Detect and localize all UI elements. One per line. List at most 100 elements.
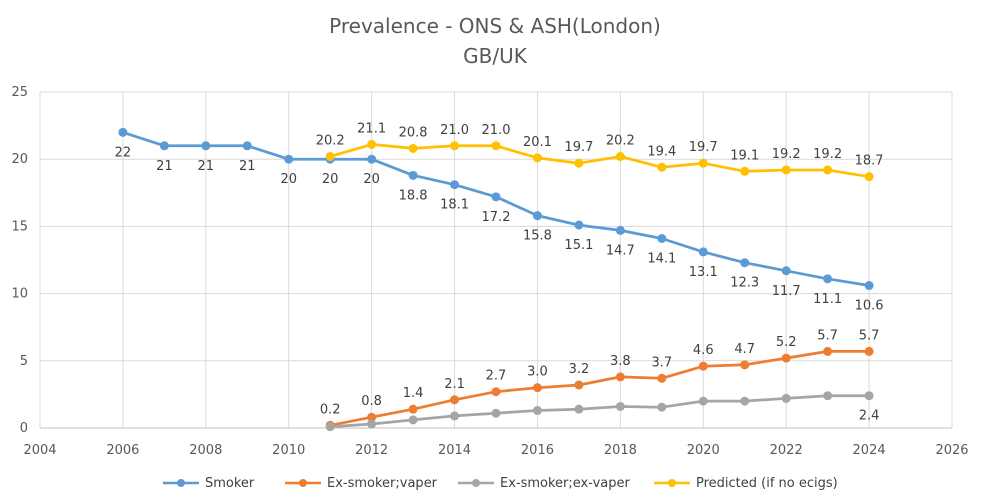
data-label-ex-smoker-vaper: 3.7 [651,355,672,370]
data-label-ex-smoker-vaper: 3.2 [569,362,590,377]
data-point-ex-smoker-vaper [657,373,667,383]
data-point-ex-smoker-vaper [740,360,750,370]
legend-marker-ex-smoker-ex-vaper [458,479,494,487]
data-label-predicted-if-no-ecigs: 19.2 [813,147,842,162]
data-point-smoker [284,154,294,164]
data-point-predicted-if-no-ecigs [450,141,460,151]
x-tick-label: 2004 [23,443,56,458]
data-point-ex-smoker-vaper [367,412,377,422]
chart-title: Prevalence - ONS & ASH(London) [329,14,661,38]
data-point-predicted-if-no-ecigs [657,162,667,172]
x-tick-label: 2006 [106,443,139,458]
axes: 0 5 10 15 20 25 2004 2006 2008 2010 2012 2014 2016 20… [11,85,968,458]
gridlines [40,91,953,428]
legend-label-smoker: Smoker [205,475,255,491]
data-label-smoker: 13.1 [689,265,718,280]
legend-item-predicted: Predicted (if no ecigs) [654,473,838,493]
chart-subtitle: GB/UK [463,44,527,68]
x-tick-label: 2026 [935,443,968,458]
data-point-predicted-if-no-ecigs [367,139,377,149]
data-point-smoker [242,141,252,151]
data-label-predicted-if-no-ecigs: 19.1 [730,148,759,163]
data-point-predicted-if-no-ecigs [408,143,418,153]
data-label-smoker: 21 [239,159,256,174]
data-point-ex-smoker-ex-vaper [367,419,377,429]
data-point-ex-smoker-ex-vaper [823,391,833,401]
legend-item-ex-smoker-ex-vaper: Ex-smoker;ex-vaper [458,473,630,493]
y-tick-label: 0 [20,421,28,436]
data-point-ex-smoker-vaper [532,383,542,393]
data-label-smoker: 14.7 [606,243,635,258]
data-label-smoker: 12.3 [730,276,759,291]
data-label-predicted-if-no-ecigs: 19.7 [689,140,718,155]
data-point-predicted-if-no-ecigs [532,153,542,163]
data-label-smoker: 21 [156,159,173,174]
legend-label-ex-smoker-ex-vaper: Ex-smoker;ex-vaper [500,475,630,491]
data-label-predicted-if-no-ecigs: 21.1 [357,121,386,136]
data-point-ex-smoker-ex-vaper [740,396,750,406]
data-label-ex-smoker-vaper: 5.2 [776,335,797,350]
data-point-ex-smoker-vaper [864,346,874,356]
data-label-ex-smoker-vaper: 1.4 [403,386,424,401]
data-point-ex-smoker-ex-vaper [657,402,667,412]
data-label-smoker: 20 [280,172,297,187]
series-lines [118,127,874,432]
data-point-predicted-if-no-ecigs [698,158,708,168]
data-label-predicted-if-no-ecigs: 19.7 [564,140,593,155]
data-point-ex-smoker-vaper [781,353,791,363]
y-tick-label: 5 [20,354,28,369]
data-label-smoker: 18.1 [440,198,469,213]
legend-marker-predicted [654,479,690,487]
legend-marker-smoker [163,479,199,487]
data-label-predicted-if-no-ecigs: 20.8 [399,125,428,140]
data-point-ex-smoker-vaper [408,404,418,414]
data-label-predicted-if-no-ecigs: 19.4 [647,144,676,159]
series-line-ex-smoker-vaper [329,350,870,427]
data-label-ex-smoker-vaper: 3.8 [610,354,631,369]
data-label-predicted-if-no-ecigs: 20.1 [523,135,552,150]
legend-label-ex-smoker-vaper: Ex-smoker;vaper [327,475,438,491]
data-point-smoker [118,127,128,137]
data-point-ex-smoker-ex-vaper [615,401,625,411]
data-label-predicted-if-no-ecigs: 21.0 [440,123,469,138]
series-line-predicted-if-no-ecigs [329,143,870,179]
data-point-smoker [491,192,501,202]
data-point-ex-smoker-ex-vaper [532,406,542,416]
data-point-smoker [740,258,750,268]
data-point-predicted-if-no-ecigs [740,166,750,176]
data-point-ex-smoker-vaper [823,346,833,356]
data-label-predicted-if-no-ecigs: 21.0 [482,123,511,138]
x-tick-label: 2024 [853,443,886,458]
legend: Smoker Ex-smoker;vaper Ex-smoker;ex-vape… [0,473,990,495]
data-point-ex-smoker-vaper [698,361,708,371]
data-point-smoker [408,170,418,180]
data-point-smoker [615,225,625,235]
data-label-smoker: 18.8 [399,188,428,203]
data-label-ex-smoker-vaper: 2.7 [486,369,507,384]
data-label-predicted-if-no-ecigs: 18.7 [855,154,884,169]
y-tick-label: 25 [11,85,28,100]
data-point-predicted-if-no-ecigs [781,165,791,175]
data-label-smoker: 22 [115,145,132,160]
series-line-ex-smoker-ex-vaper [330,394,870,429]
data-point-ex-smoker-vaper [491,387,501,397]
data-label-smoker: 21 [198,159,215,174]
x-tick-label: 2020 [687,443,720,458]
data-label-smoker: 17.2 [482,210,511,225]
x-tick-label: 2012 [355,443,388,458]
data-label-ex-smoker-vaper: 0.2 [320,402,341,417]
x-tick-label: 2010 [272,443,305,458]
y-tick-label: 10 [11,287,28,302]
data-label-predicted-if-no-ecigs: 20.2 [316,134,345,149]
data-label-ex-smoker-vaper: 4.6 [693,343,714,358]
data-point-smoker [201,141,211,151]
data-point-ex-smoker-ex-vaper [450,411,460,421]
legend-item-ex-smoker-vaper: Ex-smoker;vaper [285,473,437,493]
data-label-predicted-if-no-ecigs: 20.2 [606,134,635,149]
data-label-smoker: 10.6 [855,299,884,314]
data-point-predicted-if-no-ecigs [325,152,335,162]
x-tick-label: 2016 [521,443,554,458]
data-point-ex-smoker-ex-vaper [574,404,584,414]
data-point-ex-smoker-vaper [615,372,625,382]
